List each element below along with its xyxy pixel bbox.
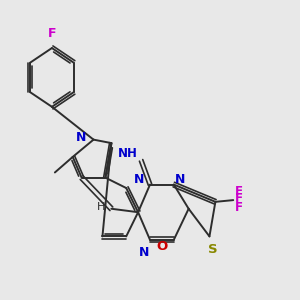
Text: S: S — [208, 243, 217, 256]
Text: N: N — [76, 131, 86, 144]
Text: N: N — [139, 246, 149, 259]
Text: O: O — [156, 240, 167, 253]
Text: F: F — [48, 27, 56, 40]
Text: H: H — [97, 202, 105, 212]
Text: F: F — [235, 200, 243, 214]
Text: N: N — [175, 173, 186, 186]
Text: F: F — [235, 192, 243, 205]
Text: NH: NH — [118, 147, 138, 160]
Text: F: F — [235, 185, 243, 198]
Text: N: N — [134, 173, 144, 186]
